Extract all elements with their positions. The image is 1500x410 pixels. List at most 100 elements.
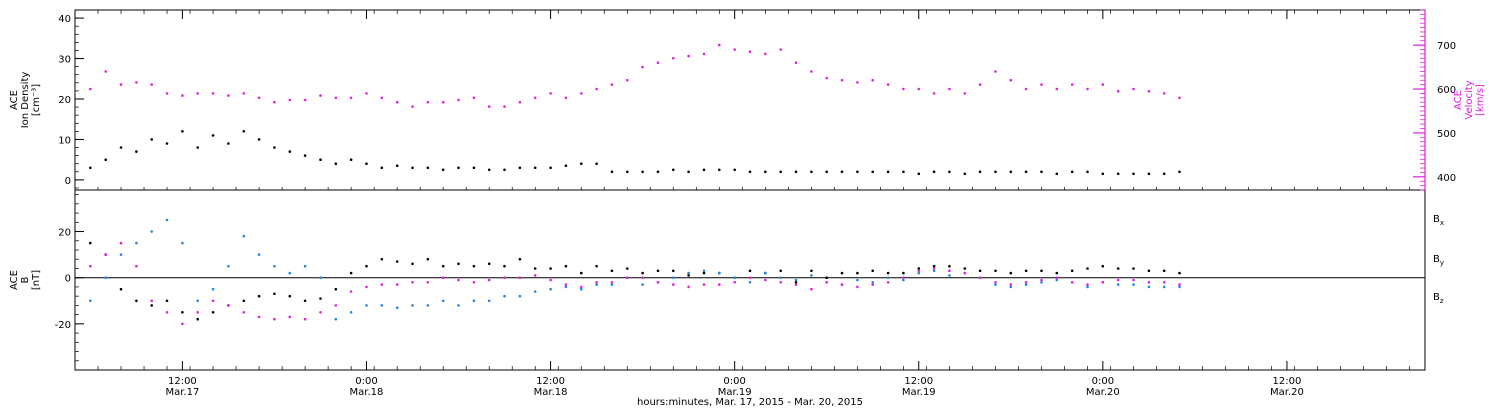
density-point (779, 170, 782, 174)
density-axis-label-line: [cm⁻³] (31, 84, 42, 116)
by-point (687, 271, 690, 275)
by-point (1178, 285, 1181, 289)
bz-point (533, 274, 537, 277)
bx-point (533, 267, 537, 270)
bx-point (626, 267, 629, 270)
x-tick-date-label: Mar.18 (534, 387, 568, 398)
by-point (1040, 281, 1043, 284)
bz-point (503, 276, 506, 280)
bx-point (1162, 269, 1166, 273)
by-point (380, 304, 384, 307)
velocity-tick-label: 500 (1437, 129, 1456, 140)
by-point (1116, 283, 1120, 286)
by-point (641, 283, 644, 286)
density-point (319, 158, 322, 161)
velocity-point (1132, 87, 1135, 91)
bx-point (273, 292, 276, 296)
chart-series (89, 43, 1181, 326)
x-tick-date-label: Mar.20 (1270, 387, 1304, 398)
by-point (89, 299, 92, 303)
bx-point (1178, 271, 1181, 275)
bx-point (150, 304, 153, 307)
by-point (886, 276, 890, 280)
velocity-point (273, 100, 276, 104)
bx-point (89, 241, 92, 245)
bz-point (119, 241, 123, 245)
density-point (656, 170, 660, 174)
density-point (426, 166, 430, 170)
density-point (1116, 172, 1120, 176)
density-point (1086, 170, 1089, 174)
bz-point (227, 304, 230, 307)
by-point (779, 276, 782, 280)
x-tick-date-label: Mar.19 (718, 387, 752, 398)
bx-point (963, 267, 967, 270)
bx-point (948, 264, 951, 268)
field-tick-label: -20 (55, 320, 71, 331)
bz-point (702, 283, 706, 286)
field-tick-label: 0 (65, 274, 71, 285)
velocity-point (856, 81, 859, 84)
velocity-point (1040, 83, 1043, 86)
density-point (580, 162, 583, 165)
velocity-point (1070, 83, 1074, 86)
velocity-point (89, 87, 92, 91)
bz-point (1040, 278, 1043, 282)
velocity-point (932, 92, 936, 95)
x-tick-time-label: 12:00 (904, 376, 933, 387)
bz-point (1086, 283, 1089, 286)
bz-point (1147, 281, 1151, 284)
bx-point (242, 299, 246, 303)
density-tick-label: 40 (58, 14, 71, 25)
legend-by: By (1433, 254, 1444, 267)
bz-point (150, 299, 153, 303)
bx-point (687, 274, 690, 277)
density-point (1040, 170, 1043, 174)
bz-point (1178, 283, 1181, 286)
by-point (764, 271, 767, 275)
by-point (395, 306, 399, 310)
by-point (426, 304, 430, 307)
bz-point (518, 276, 522, 280)
velocity-point (672, 57, 675, 60)
velocity-point (1055, 87, 1059, 91)
by-point (533, 290, 537, 293)
velocity-point (150, 83, 153, 86)
x-tick-time-label: 0:00 (723, 376, 745, 387)
density-point (1178, 170, 1181, 174)
density-point (794, 170, 798, 174)
bz-point (595, 281, 598, 284)
velocity-point (963, 92, 967, 95)
bz-point (334, 304, 338, 307)
density-point (334, 162, 338, 165)
bx-point (380, 257, 384, 261)
density-point (181, 130, 184, 133)
density-point (948, 170, 951, 174)
bx-point (472, 264, 476, 268)
bz-point (672, 283, 675, 286)
bz-point (165, 311, 169, 314)
density-point (135, 150, 138, 153)
by-point (334, 317, 338, 321)
bx-point (825, 276, 828, 280)
by-point (595, 283, 598, 286)
velocity-tick-label: 700 (1437, 41, 1456, 52)
velocity-point (626, 78, 629, 82)
bz-point (825, 281, 828, 284)
velocity-point (764, 52, 767, 56)
velocity-point (794, 61, 798, 64)
by-point (902, 278, 905, 282)
bx-point (856, 271, 859, 275)
bx-point (871, 269, 874, 273)
density-point (595, 162, 598, 165)
by-point (365, 304, 368, 307)
by-point (457, 304, 460, 307)
bz-point (948, 269, 951, 273)
bz-point (794, 283, 798, 286)
bz-point (1132, 278, 1135, 282)
bz-point (549, 278, 552, 282)
bz-point (1009, 283, 1013, 286)
density-point (1009, 170, 1013, 174)
density-point (395, 164, 399, 167)
x-tick-time-label: 0:00 (1092, 376, 1114, 387)
